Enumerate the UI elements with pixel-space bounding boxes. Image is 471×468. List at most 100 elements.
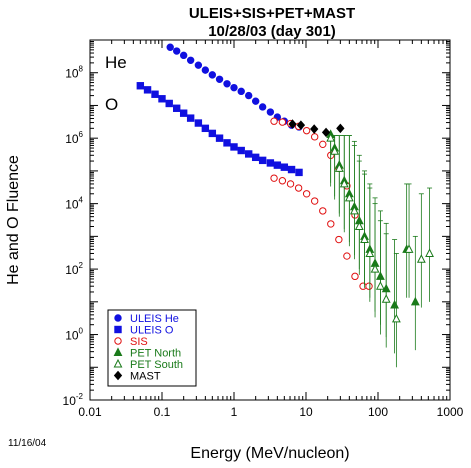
x-axis-label: Energy (MeV/nucleon) bbox=[190, 445, 349, 462]
y-tick-label: 10-2 bbox=[63, 392, 84, 408]
y-tick-label: 104 bbox=[65, 196, 83, 212]
series-sis bbox=[270, 117, 373, 290]
data-point bbox=[158, 95, 166, 103]
data-point bbox=[327, 220, 335, 228]
data-point bbox=[404, 244, 414, 253]
data-point bbox=[321, 127, 331, 138]
data-point bbox=[258, 156, 267, 165]
data-point bbox=[296, 120, 306, 130]
data-point bbox=[375, 281, 385, 290]
data-point bbox=[201, 124, 210, 133]
y-tick-label: 106 bbox=[65, 130, 83, 146]
data-point bbox=[151, 90, 159, 98]
data-point bbox=[390, 299, 400, 309]
legend-label: MAST bbox=[130, 371, 161, 383]
data-point bbox=[278, 177, 287, 185]
data-layer bbox=[136, 43, 434, 368]
legend-label: PET North bbox=[130, 348, 181, 360]
data-point bbox=[266, 108, 275, 116]
data-point bbox=[280, 163, 289, 171]
data-point bbox=[302, 126, 311, 135]
data-point bbox=[251, 153, 260, 162]
data-point bbox=[143, 86, 152, 94]
x-tick-label: 1 bbox=[231, 405, 238, 419]
data-point bbox=[370, 263, 380, 273]
data-point bbox=[186, 56, 195, 64]
data-point bbox=[172, 47, 181, 55]
legend-marker bbox=[113, 370, 123, 381]
data-point bbox=[194, 61, 203, 69]
data-point bbox=[194, 119, 203, 127]
legend-label: ULEIS O bbox=[130, 325, 174, 337]
data-point bbox=[179, 109, 188, 117]
data-point bbox=[179, 51, 188, 60]
chart-subtitle: 10/28/03 (day 301) bbox=[208, 23, 336, 40]
y-tick-label: 100 bbox=[65, 327, 83, 343]
data-point bbox=[344, 192, 354, 202]
data-point bbox=[354, 221, 364, 231]
data-point bbox=[270, 174, 278, 182]
x-tick-label: 100 bbox=[368, 405, 388, 419]
data-point bbox=[230, 83, 238, 92]
x-tick-label: 10 bbox=[299, 405, 313, 419]
legend-label: PET South bbox=[130, 359, 183, 371]
data-point bbox=[278, 118, 287, 126]
data-point bbox=[165, 99, 173, 108]
data-point bbox=[360, 234, 369, 244]
data-point bbox=[223, 139, 231, 147]
data-point bbox=[334, 163, 344, 172]
data-point bbox=[310, 124, 319, 134]
chart-title: ULEIS+SIS+PET+MAST bbox=[189, 5, 355, 22]
y-tick-label: 108 bbox=[65, 65, 83, 81]
data-point bbox=[326, 133, 336, 142]
data-point bbox=[288, 119, 297, 129]
data-point bbox=[286, 180, 295, 188]
data-point bbox=[330, 146, 340, 155]
data-point bbox=[237, 146, 245, 155]
data-point bbox=[295, 168, 303, 177]
data-point bbox=[425, 248, 434, 257]
data-point bbox=[230, 143, 238, 151]
data-point bbox=[359, 282, 367, 290]
legend-label: ULEIS He bbox=[130, 313, 179, 325]
data-point bbox=[244, 150, 253, 158]
data-point bbox=[208, 71, 217, 79]
data-point bbox=[416, 254, 426, 263]
x-tick-label: 1000 bbox=[437, 405, 464, 419]
data-point bbox=[294, 184, 303, 192]
data-point bbox=[136, 82, 145, 90]
data-point bbox=[237, 87, 245, 96]
data-point bbox=[349, 205, 359, 215]
data-point bbox=[410, 296, 420, 306]
legend-label: SIS bbox=[130, 336, 148, 348]
data-point bbox=[244, 91, 253, 100]
data-point bbox=[287, 165, 296, 174]
data-point bbox=[186, 114, 195, 122]
y-tick-labels: 10-2 100 102 104 106 108 bbox=[63, 65, 84, 408]
legend-marker bbox=[114, 337, 122, 345]
data-point bbox=[319, 140, 327, 149]
data-point bbox=[215, 75, 224, 83]
data-point bbox=[310, 197, 319, 205]
series-uleis-o bbox=[136, 82, 303, 177]
data-point bbox=[365, 282, 373, 290]
data-point bbox=[365, 248, 375, 257]
data-point bbox=[208, 129, 217, 138]
data-point bbox=[270, 117, 278, 125]
data-point bbox=[381, 294, 391, 303]
data-point bbox=[258, 103, 267, 111]
data-point bbox=[172, 104, 181, 112]
he-annotation: He bbox=[105, 53, 127, 72]
x-tick-label: 0.01 bbox=[78, 405, 102, 419]
plot-frame bbox=[89, 39, 451, 401]
x-tick-labels: 0.01 0.1 1 10 100 1000 bbox=[78, 405, 463, 419]
date-stamp: 11/16/04 bbox=[8, 438, 47, 449]
data-point bbox=[339, 178, 349, 188]
data-point bbox=[319, 207, 327, 215]
data-point bbox=[223, 80, 231, 88]
y-axis-label: He and O Fluence bbox=[5, 155, 22, 285]
data-point bbox=[351, 272, 359, 281]
legend-marker bbox=[114, 314, 122, 322]
